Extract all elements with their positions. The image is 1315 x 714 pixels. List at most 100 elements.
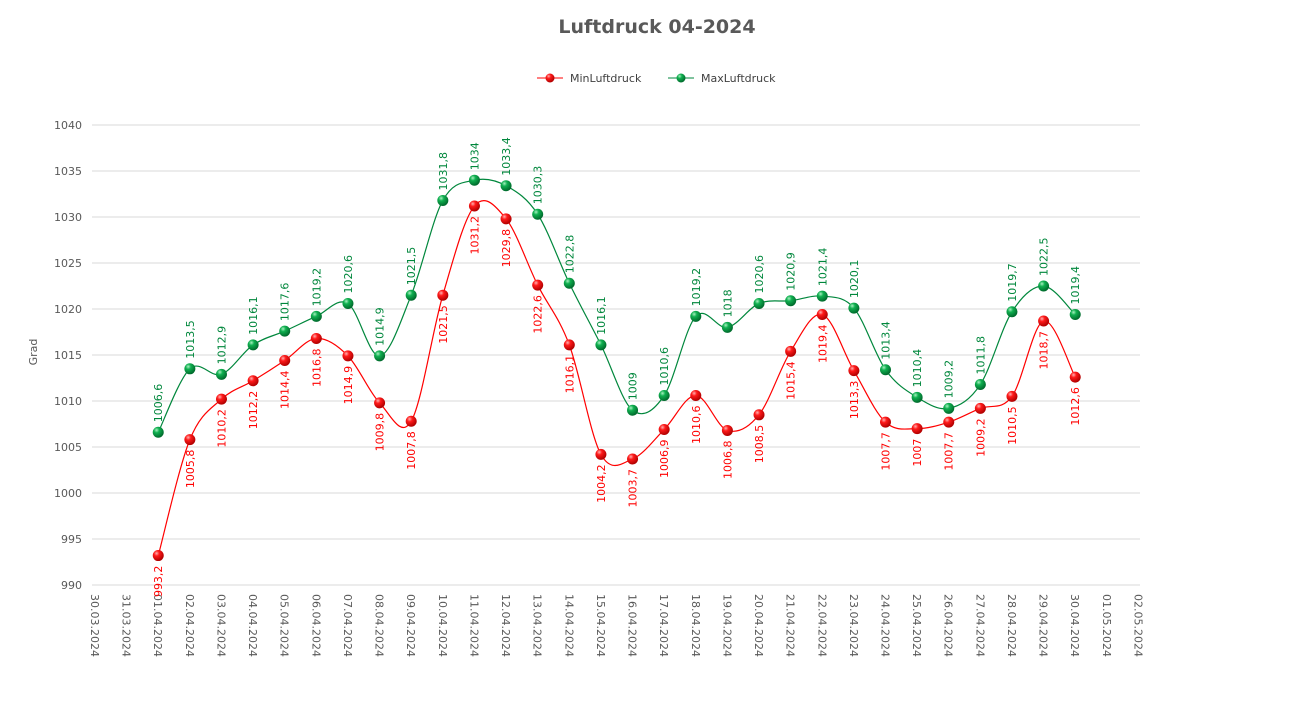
- legend-label-min: MinLuftdruck: [570, 72, 642, 85]
- data-label: 1007,7: [943, 432, 956, 471]
- data-label: 1021,5: [405, 247, 418, 286]
- data-point: [690, 389, 702, 401]
- data-point: [753, 409, 765, 421]
- data-point: [943, 402, 955, 414]
- data-label: 1010,2: [215, 409, 228, 448]
- x-tick-label: 15.04.2024: [594, 594, 607, 657]
- legend-marker-max: [676, 73, 686, 83]
- data-point: [374, 350, 386, 362]
- x-tick-label: 16.04.2024: [626, 594, 639, 657]
- x-tick-label: 26.04.2024: [942, 594, 955, 657]
- data-label: 1021,5: [437, 305, 450, 344]
- data-point: [279, 355, 291, 367]
- data-label: 1007,8: [405, 431, 418, 470]
- data-point: [627, 404, 639, 416]
- x-tick-label: 01.04.2024: [151, 594, 164, 657]
- y-tick-label: 990: [61, 579, 82, 592]
- data-point: [563, 277, 575, 289]
- data-point: [152, 426, 164, 438]
- x-tick-label: 02.05.2024: [1131, 594, 1144, 657]
- data-label: 1014,9: [342, 366, 355, 405]
- y-tick-label: 1010: [54, 395, 82, 408]
- y-tick-label: 1005: [54, 441, 82, 454]
- y-tick-label: 1015: [54, 349, 82, 362]
- data-point: [437, 289, 449, 301]
- data-label: 1006,8: [721, 440, 734, 479]
- x-tick-label: 08.04.2024: [373, 594, 386, 657]
- data-point: [500, 180, 512, 192]
- data-label: 1022,8: [563, 235, 576, 274]
- x-tick-label: 25.04.2024: [910, 594, 923, 657]
- data-point: [721, 424, 733, 436]
- gridlines: [92, 124, 1140, 586]
- x-tick-label: 14.04.2024: [562, 594, 575, 657]
- data-point: [532, 208, 544, 220]
- data-point: [1069, 309, 1081, 321]
- x-tick-label: 28.04.2024: [1005, 594, 1018, 657]
- data-point: [184, 363, 196, 375]
- data-label: 1012,6: [1069, 387, 1082, 426]
- data-point: [247, 339, 259, 351]
- data-point: [658, 389, 670, 401]
- data-label: 1019,2: [310, 268, 323, 307]
- data-label: 1011,8: [974, 336, 987, 375]
- data-point: [1006, 306, 1018, 318]
- data-point: [785, 295, 797, 307]
- data-point: [468, 174, 480, 186]
- data-label: 1029,8: [500, 229, 513, 268]
- series-line: [157, 200, 1076, 556]
- data-point: [721, 321, 733, 333]
- data-label: 1009,2: [974, 418, 987, 457]
- data-label: 1012,2: [247, 391, 260, 430]
- data-label: 1014,4: [279, 371, 292, 410]
- data-point: [405, 289, 417, 301]
- data-label: 1007: [911, 439, 924, 467]
- data-label: 1020,9: [785, 252, 798, 291]
- data-label: 1009,8: [374, 413, 387, 452]
- data-point: [911, 391, 923, 403]
- x-tick-label: 11.04.2024: [467, 594, 480, 657]
- data-label: 1019,4: [816, 325, 829, 364]
- data-point: [563, 339, 575, 351]
- x-tick-label: 17.04.2024: [657, 594, 670, 657]
- data-point: [595, 448, 607, 460]
- y-tick-label: 1030: [54, 211, 82, 224]
- data-point: [974, 378, 986, 390]
- data-label: 1022,6: [532, 295, 545, 334]
- data-point: [658, 424, 670, 436]
- x-tick-label: 20.04.2024: [752, 594, 765, 657]
- data-point: [974, 402, 986, 414]
- data-label: 1016,1: [563, 355, 576, 394]
- data-label: 1014,9: [374, 307, 387, 346]
- x-tick-label: 22.04.2024: [815, 594, 828, 657]
- data-label: 1004,2: [595, 464, 608, 503]
- series-MaxLuftdruck: 1006,6 1013,5 1012,9 1016,1 1017,6 1019,2 1020…: [152, 137, 1082, 438]
- data-label: 1031,2: [468, 216, 481, 255]
- data-point: [405, 415, 417, 427]
- x-tick-label: 13.04.2024: [531, 594, 544, 657]
- data-label: 1019,7: [1006, 263, 1019, 302]
- data-point: [1069, 371, 1081, 383]
- data-point: [816, 290, 828, 302]
- data-label: 1021,4: [816, 248, 829, 287]
- x-tick-label: 07.04.2024: [341, 594, 354, 657]
- x-tick-label: 19.04.2024: [720, 594, 733, 657]
- y-tick-label: 995: [61, 533, 82, 546]
- data-point: [184, 434, 196, 446]
- data-label: 1016,1: [247, 296, 260, 335]
- x-tick-label: 24.04.2024: [879, 594, 892, 657]
- legend-marker-min: [545, 73, 555, 83]
- x-tick-label: 01.05.2024: [1100, 594, 1113, 657]
- data-point: [342, 350, 354, 362]
- data-label: 1034: [468, 142, 481, 170]
- data-point: [532, 279, 544, 291]
- data-point: [215, 393, 227, 405]
- data-label: 1016,1: [595, 296, 608, 335]
- data-point: [880, 416, 891, 428]
- data-label: 1013,3: [848, 381, 861, 420]
- x-tick-label: 27.04.2024: [973, 594, 986, 657]
- x-tick-label: 09.04.2024: [404, 594, 417, 657]
- data-label: 1020,6: [342, 255, 355, 294]
- data-point: [215, 368, 227, 380]
